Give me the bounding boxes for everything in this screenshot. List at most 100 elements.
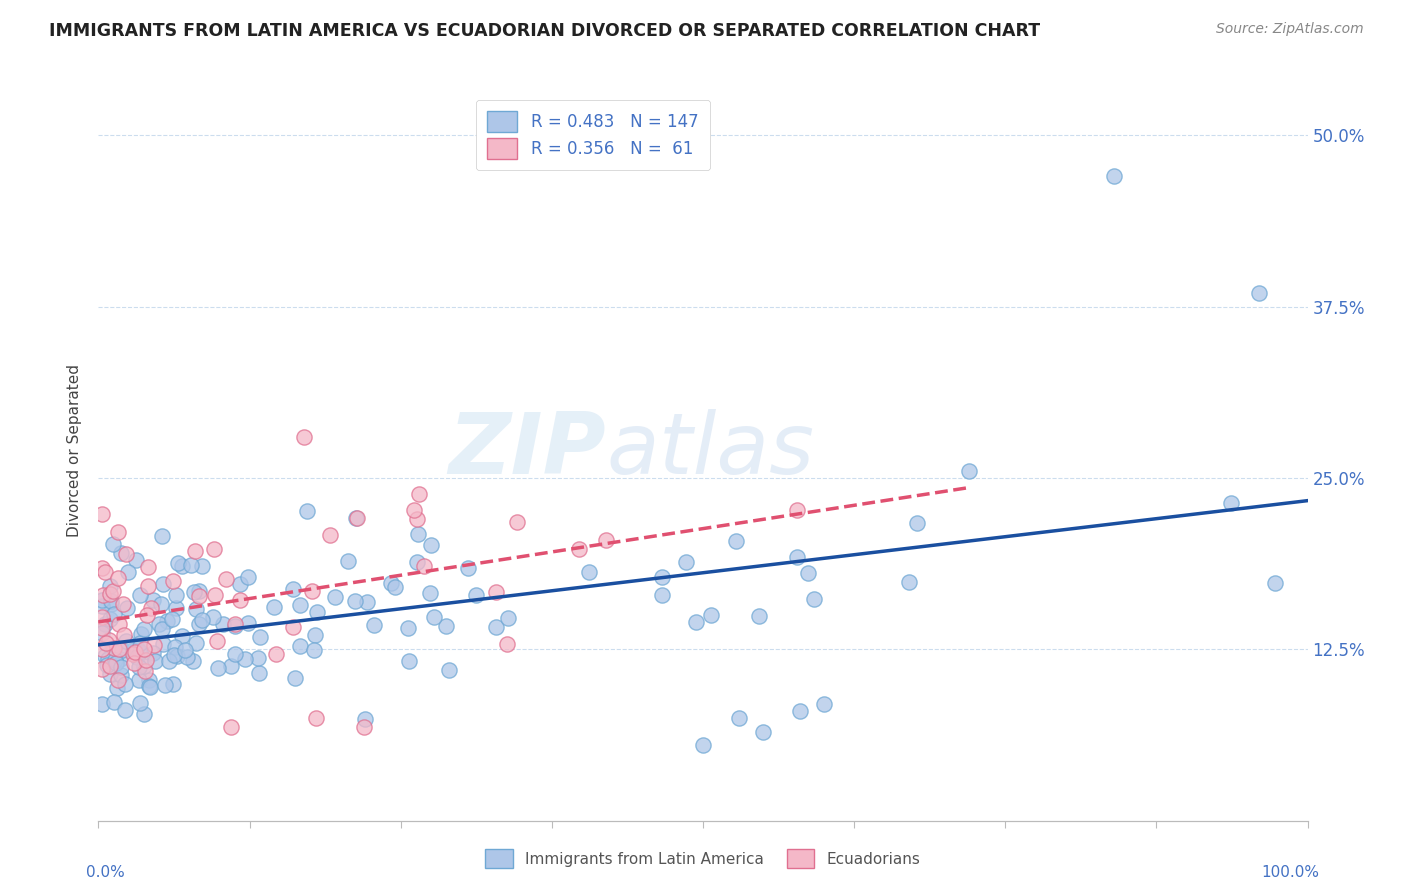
Point [423, 610, 446, 624]
Point [651, 570, 673, 584]
Point [402, 503, 425, 517]
Point [419, 585, 441, 599]
Point [91, 593, 114, 607]
Point [207, 661, 229, 675]
Point [346, 511, 368, 525]
Point [91, 588, 114, 602]
Point [384, 580, 406, 594]
Point [246, 651, 269, 665]
Point [128, 673, 150, 688]
Point [363, 617, 385, 632]
Point [91, 507, 114, 521]
Point [264, 647, 287, 661]
Point [789, 704, 811, 718]
Point [187, 617, 209, 632]
Point [898, 575, 921, 590]
Point [163, 648, 186, 662]
Point [406, 527, 429, 541]
Point [221, 720, 243, 734]
Point [142, 638, 165, 652]
Point [180, 558, 202, 572]
Point [132, 706, 155, 721]
Point [183, 584, 205, 599]
Point [233, 652, 256, 666]
Point [108, 641, 131, 656]
Point [728, 711, 751, 725]
Y-axis label: Divorced or Separated: Divorced or Separated [67, 364, 83, 537]
Point [91, 663, 114, 677]
Point [162, 677, 184, 691]
Point [98, 633, 121, 648]
Point [166, 556, 188, 570]
Point [165, 588, 187, 602]
Point [97, 652, 120, 666]
Point [103, 584, 125, 599]
Point [142, 646, 165, 660]
Point [229, 576, 252, 591]
Text: atlas: atlas [606, 409, 814, 492]
Point [136, 559, 159, 574]
Point [129, 645, 152, 659]
Point [224, 647, 246, 661]
Point [219, 658, 242, 673]
Point [957, 464, 980, 478]
Point [651, 588, 673, 602]
Point [98, 587, 121, 601]
Point [152, 636, 174, 650]
Point [797, 566, 820, 580]
Point [356, 595, 378, 609]
Point [263, 599, 285, 614]
Point [568, 541, 591, 556]
Point [93, 649, 115, 664]
Point [319, 528, 342, 542]
Point [307, 605, 329, 619]
Point [485, 619, 508, 633]
Point [398, 654, 420, 668]
Point [724, 534, 747, 549]
Point [128, 660, 150, 674]
Point [114, 703, 136, 717]
Point [184, 544, 207, 558]
Point [100, 594, 122, 608]
Point [434, 619, 457, 633]
Point [100, 598, 122, 612]
Point [211, 616, 233, 631]
Point [187, 584, 209, 599]
Point [91, 642, 114, 657]
Point [128, 588, 150, 602]
Point [160, 612, 183, 626]
Point [170, 629, 193, 643]
Point [107, 571, 129, 585]
Point [110, 547, 132, 561]
Point [94, 616, 117, 631]
Point [295, 504, 318, 518]
Point [752, 724, 775, 739]
Point [905, 516, 928, 530]
Point [132, 642, 155, 657]
Point [98, 612, 121, 626]
Point [103, 537, 125, 551]
Point [91, 626, 114, 640]
Point [139, 600, 162, 615]
Point [138, 673, 160, 687]
Legend: Immigrants from Latin America, Ecuadorians: Immigrants from Latin America, Ecuadoria… [478, 841, 928, 875]
Legend: R = 0.483   N = 147, R = 0.356   N =  61: R = 0.483 N = 147, R = 0.356 N = 61 [475, 100, 710, 170]
Point [129, 696, 152, 710]
Point [344, 511, 367, 525]
Point [103, 641, 125, 656]
Point [813, 697, 835, 711]
Point [152, 528, 174, 542]
Point [114, 677, 136, 691]
Point [281, 582, 304, 596]
Point [578, 565, 600, 579]
Point [1220, 495, 1243, 509]
Point [162, 574, 184, 589]
Point [166, 648, 188, 663]
Point [128, 636, 150, 650]
Point [91, 560, 114, 574]
Point [343, 594, 366, 608]
Text: ZIP: ZIP [449, 409, 606, 492]
Point [685, 615, 707, 629]
Point [184, 602, 207, 616]
Point [408, 487, 430, 501]
